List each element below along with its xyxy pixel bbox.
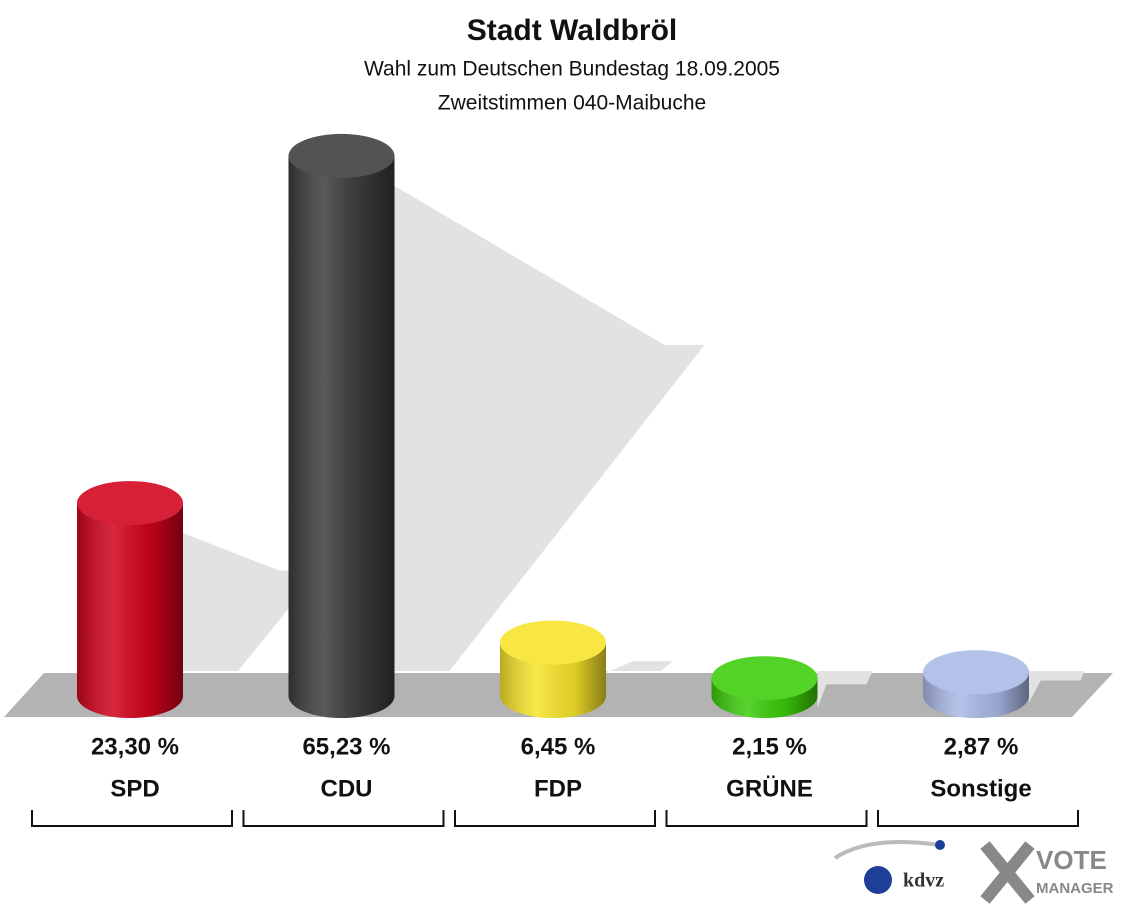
x-tick-label: Sonstige xyxy=(930,775,1031,802)
x-tick-label: CDU xyxy=(321,775,373,802)
logo-vote: VOTE xyxy=(1036,845,1107,875)
bar-top xyxy=(77,481,183,526)
bar-shadow xyxy=(394,185,705,671)
bar-shadow xyxy=(1029,671,1084,703)
category-bracket xyxy=(665,810,868,827)
bar-top xyxy=(500,620,606,665)
logo-swoosh xyxy=(833,840,941,860)
bar-shadow xyxy=(817,671,873,709)
x-tick-label: SPD xyxy=(110,775,159,802)
logo-manager: MANAGER xyxy=(1036,880,1114,897)
chart-title: Stadt Waldbröl xyxy=(467,14,678,47)
logo-ball xyxy=(864,866,892,894)
bar-top xyxy=(288,133,395,178)
bar-top-light xyxy=(77,481,183,526)
shadows xyxy=(183,185,1084,709)
logo: kdvz VOTE MANAGER xyxy=(833,840,1114,904)
bar-top-light xyxy=(711,656,818,701)
category-bracket xyxy=(31,810,233,827)
category-bracket xyxy=(242,810,445,827)
x-tick-label: FDP xyxy=(534,775,582,802)
bar-body-shade xyxy=(288,155,395,696)
bar-shadow xyxy=(606,661,673,673)
x-tick-label: GRÜNE xyxy=(726,775,813,802)
chart-subtitle: Zweitstimmen 040-Maibuche xyxy=(438,92,706,115)
bar-top-light xyxy=(500,620,606,665)
bars xyxy=(77,133,1029,718)
value-label: 2,15 % xyxy=(732,733,807,760)
category-bracket xyxy=(877,810,1079,827)
bar-shadow xyxy=(183,533,320,671)
bar-top xyxy=(923,650,1029,695)
bar-body-shade xyxy=(77,503,183,696)
logo-dot xyxy=(935,840,945,850)
bar xyxy=(500,620,606,718)
category-bracket xyxy=(454,810,656,827)
value-label: 2,87 % xyxy=(944,733,1019,760)
logo-x xyxy=(980,841,1035,904)
value-label: 65,23 % xyxy=(302,733,390,760)
logo-kdvz: kdvz xyxy=(903,870,944,892)
bar xyxy=(77,481,183,718)
bar xyxy=(711,656,818,718)
bar-top xyxy=(711,656,818,701)
chart-subtitle: Wahl zum Deutschen Bundestag 18.09.2005 xyxy=(364,58,780,81)
bar xyxy=(288,133,395,718)
bar-top-light xyxy=(923,650,1029,695)
bar-top-light xyxy=(288,133,395,178)
value-label: 23,30 % xyxy=(91,733,179,760)
value-label: 6,45 % xyxy=(521,733,596,760)
bar xyxy=(923,650,1029,718)
